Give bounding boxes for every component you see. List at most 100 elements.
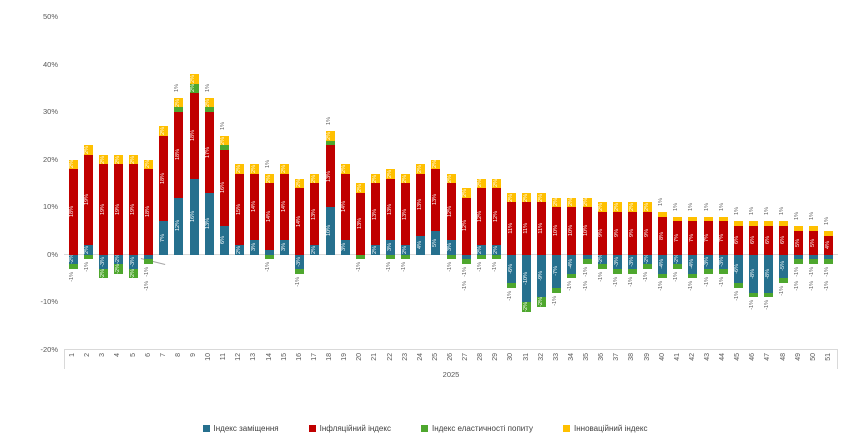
bar-segment: [68, 264, 78, 269]
bar-segment: [386, 254, 396, 260]
bar-segment-label: 2%: [190, 74, 197, 83]
bar-segment: [718, 268, 728, 274]
bar-segment-label: -6%: [734, 263, 741, 274]
x-tick-label: 48: [779, 353, 787, 361]
bar-segment: [673, 264, 683, 269]
x-tick-label: 41: [673, 353, 681, 361]
bar-outside-label: -1%: [552, 295, 559, 306]
bar-segment-label: -2%: [537, 297, 544, 307]
bar-segment-label: 9%: [613, 229, 620, 238]
bar-segment: 6%: [748, 226, 758, 255]
bar-segment-label: 7%: [160, 233, 166, 242]
bar-segment: [779, 278, 789, 283]
bar-segment: [567, 273, 577, 279]
x-tick-label: 14: [265, 353, 273, 361]
bar-segment-label: 6%: [220, 236, 227, 245]
bar-segment-label: 12%: [447, 206, 454, 218]
bar-segment: [265, 254, 275, 260]
bar-segment-label: -10%: [522, 271, 529, 285]
bar-segment: [401, 254, 411, 260]
bar-outside-label: -1%: [612, 276, 619, 287]
bar-segment: 16%: [219, 150, 229, 226]
bar-segment-label: 2%: [311, 174, 318, 183]
bar-segment: -4%: [658, 254, 668, 274]
bar-segment: 2%: [144, 159, 154, 169]
bar-segment: 2%: [68, 159, 78, 169]
x-tick-label: 4: [114, 353, 122, 357]
bar-segment-label: -8%: [749, 268, 756, 279]
bar-segment-label: 12%: [462, 220, 469, 232]
bar-segment-label: 4%: [417, 241, 423, 249]
bar-segment: [794, 254, 804, 260]
bar-segment: 2%: [597, 202, 607, 212]
bar-segment: 2%: [401, 173, 411, 184]
bar-segment-label: 14%: [265, 210, 272, 222]
bar-segment-label: 2%: [114, 155, 121, 164]
bar-segment-label: 2%: [598, 203, 605, 211]
bar-segment-label: -6%: [507, 263, 514, 274]
bar-segment: 2%: [582, 197, 592, 207]
bar-segment-label: 10%: [326, 225, 333, 237]
bar-segment: [718, 216, 728, 222]
bar-segment-label: 14%: [250, 201, 257, 213]
bar-segment-label: 11%: [537, 223, 544, 234]
bar-segment: 12%: [446, 183, 456, 241]
bar-segment-label: 2%: [583, 198, 590, 207]
x-tick-label: 3: [99, 353, 107, 357]
bar-segment: 2%: [340, 164, 350, 174]
bar-segment-label: 2%: [311, 245, 318, 254]
x-tick-label: 26: [447, 353, 454, 361]
bar-segment: 18%: [174, 112, 184, 198]
bar-segment-label: -4%: [689, 259, 696, 269]
bar-segment-label: 3%: [341, 243, 348, 252]
bar-segment-label: 16%: [190, 210, 197, 222]
bar-segment: 4%: [824, 235, 834, 255]
bar-outside-label: -1%: [68, 271, 75, 282]
legend-item: Інноваційний індекс: [563, 424, 647, 433]
bar-segment: 18%: [189, 93, 199, 179]
bar-outside-label: 1%: [673, 202, 680, 211]
bar-segment-label: 13%: [432, 194, 439, 206]
bar-segment: 9%: [627, 211, 637, 255]
x-tick-label: 34: [567, 353, 575, 361]
x-tick-label: 51: [824, 353, 832, 361]
bar-segment-label: 2%: [386, 169, 393, 178]
bar-outside-label: -1%: [582, 281, 589, 291]
bar-segment: -5%: [779, 254, 789, 279]
x-tick-label: 31: [522, 353, 530, 361]
y-tick-label: -20%: [40, 344, 58, 354]
bar-segment: -4%: [688, 254, 698, 274]
bar-segment: 13%: [355, 192, 365, 255]
bar-segment-label: 2%: [522, 193, 529, 202]
bar-outside-label: -1%: [144, 281, 151, 291]
legend-item: Індекс заміщення: [202, 424, 279, 433]
bar-segment: [265, 249, 275, 255]
bar-segment-label: -2%: [522, 301, 529, 312]
bar-segment: 2%: [219, 135, 229, 146]
legend-item: Індекс еластичності попиту: [420, 424, 534, 433]
bar-segment: 2%: [446, 173, 456, 184]
bar-outside-label: -1%: [83, 262, 90, 273]
bar-outside-label: -1%: [794, 281, 801, 291]
bar-segment: 2%: [113, 154, 123, 165]
bar-segment-label: 16%: [220, 182, 227, 194]
bar-segment: 2%: [491, 245, 501, 255]
x-tick-label: 32: [537, 353, 545, 361]
y-tick-label: 10%: [42, 202, 58, 211]
bar-segment: 2%: [491, 178, 501, 188]
bar-segment-label: 3%: [447, 243, 454, 252]
bar-outside-label: 1%: [265, 159, 272, 168]
bar-segment: 2%: [355, 183, 365, 193]
x-tick-label: 44: [719, 353, 727, 361]
plot-bottom-border: [64, 349, 838, 350]
bar-segment: 14%: [265, 183, 275, 250]
bar-segment-label: 11%: [522, 223, 529, 234]
bar-segment-label: 2%: [613, 203, 620, 211]
bar-segment: 7%: [688, 221, 698, 255]
bar-outside-label: -1%: [748, 300, 755, 311]
legend-label: Індекс еластичності попиту: [431, 424, 534, 433]
bar-segment-label: 10%: [553, 225, 560, 237]
x-tick-label: 28: [477, 353, 485, 361]
x-tick-label: 27: [462, 353, 470, 361]
